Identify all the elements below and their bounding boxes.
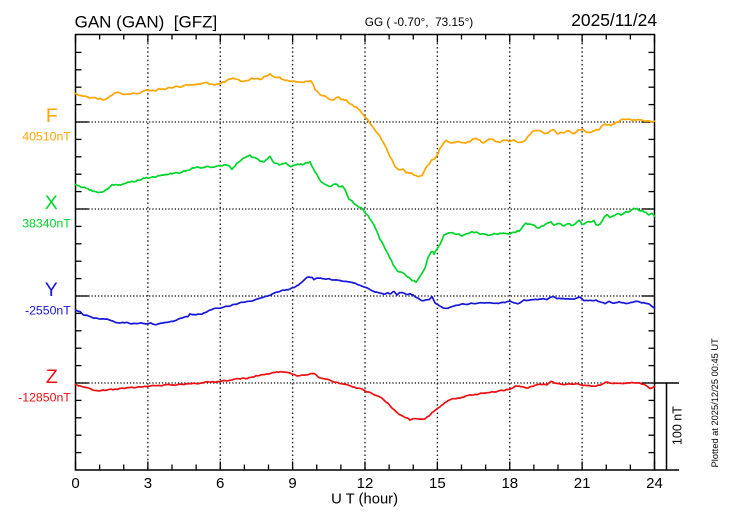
svg-text:Plotted at 2025/12/25 00:45 UT: Plotted at 2025/12/25 00:45 UT: [710, 338, 720, 468]
svg-text:15: 15: [429, 475, 446, 492]
svg-text:GG ( -0.70°, 73.15°): GG ( -0.70°, 73.15°): [365, 15, 474, 29]
svg-text:-12850nT: -12850nT: [18, 391, 71, 405]
svg-text:GAN (GAN) [GFZ]: GAN (GAN) [GFZ]: [75, 12, 218, 31]
svg-text:0: 0: [71, 475, 79, 492]
svg-text:U T (hour): U T (hour): [331, 491, 398, 507]
svg-text:F: F: [46, 105, 58, 127]
svg-text:-2550nT: -2550nT: [25, 304, 71, 318]
svg-text:6: 6: [216, 475, 224, 492]
svg-text:3: 3: [144, 475, 152, 492]
svg-text:21: 21: [574, 475, 591, 492]
svg-text:12: 12: [357, 475, 374, 492]
svg-text:2025/11/24: 2025/11/24: [571, 10, 657, 30]
svg-text:38340nT: 38340nT: [22, 217, 71, 231]
svg-text:24: 24: [646, 475, 663, 492]
svg-text:18: 18: [501, 475, 518, 492]
svg-text:40510nT: 40510nT: [22, 130, 71, 144]
svg-text:100 nT: 100 nT: [671, 406, 685, 445]
svg-text:9: 9: [288, 475, 296, 492]
svg-text:Y: Y: [45, 279, 58, 301]
svg-text:Z: Z: [46, 366, 58, 388]
svg-text:X: X: [45, 192, 58, 214]
